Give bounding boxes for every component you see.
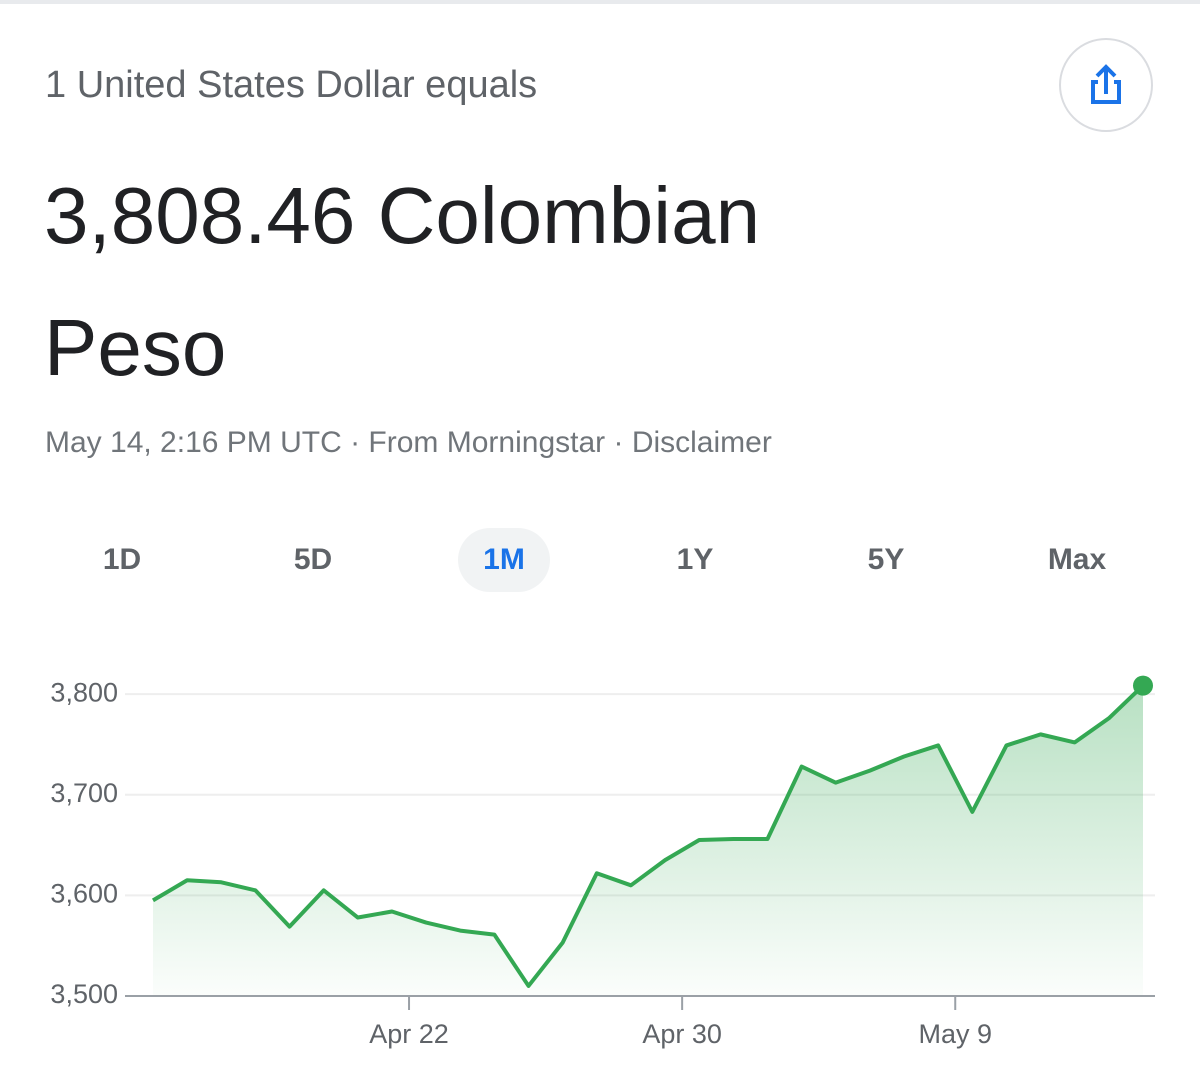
y-tick-label: 3,500 [50,979,118,1009]
x-tick-label: May 9 [918,1019,992,1049]
range-tab[interactable]: 1D [102,543,142,576]
line [151,684,1145,988]
meta: May 14, 2:16 PM UTC · From Morningstar ·… [45,426,772,460]
area [153,685,1143,996]
disclaimer-link[interactable]: Disclaimer [631,426,772,459]
share-button[interactable] [1059,38,1153,132]
current-point [1133,675,1153,696]
range-tab[interactable]: 1Y [676,543,714,576]
x-tick-label: Apr 30 [642,1019,722,1049]
y-tick-label: 3,600 [50,879,118,909]
share-icon [1091,64,1121,104]
exchange-value: 3,808.46 Colombian Peso [44,171,761,392]
subtitle: 1 United States Dollar equals [45,64,538,106]
meta-text: May 14, 2:16 PM UTC · From Morningstar · [45,426,632,459]
range-tab[interactable]: 5Y [867,543,905,576]
range-tab[interactable]: 1M [458,528,550,592]
range-tab[interactable]: Max [1047,543,1107,576]
y-tick-label: 3,800 [50,677,118,707]
x-tick-label: Apr 22 [369,1019,449,1049]
divider [0,0,1200,4]
range-tab[interactable]: 5D [293,543,333,576]
y-tick-label: 3,700 [50,778,118,808]
